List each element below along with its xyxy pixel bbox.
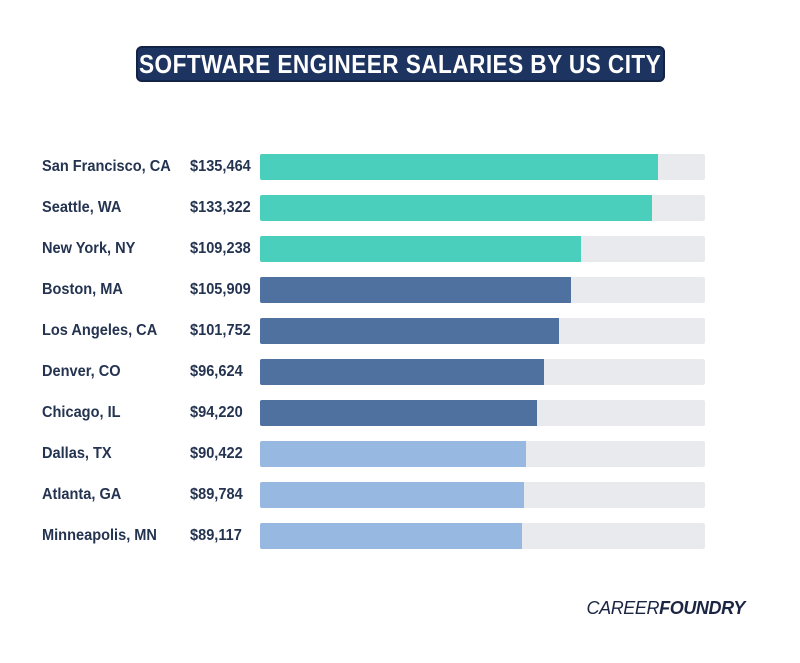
page-title: SOFTWARE ENGINEER SALARIES BY US CITY xyxy=(139,48,662,79)
salary-value-label: $135,464 xyxy=(190,158,251,175)
bar-track xyxy=(260,195,705,221)
salary-value-label: $90,422 xyxy=(190,445,243,462)
chart-row: Dallas, TX $90,422 xyxy=(0,441,800,467)
logo-text-foundry: FOUNDRY xyxy=(659,598,745,618)
bar-fill xyxy=(260,441,526,467)
chart-row: New York, NY $109,238 xyxy=(0,236,800,262)
bar-track xyxy=(260,318,705,344)
city-label: New York, NY xyxy=(42,240,136,257)
logo-text-career: CAREER xyxy=(586,598,660,618)
bar-fill xyxy=(260,400,537,426)
salary-value-label: $109,238 xyxy=(190,240,251,257)
chart-row: Denver, CO $96,624 xyxy=(0,359,800,385)
city-label: Boston, MA xyxy=(42,281,123,298)
city-label: Denver, CO xyxy=(42,363,121,380)
bar-track xyxy=(260,482,705,508)
chart-row: Seattle, WA $133,322 xyxy=(0,195,800,221)
salary-value-label: $89,784 xyxy=(190,486,243,503)
city-label: Atlanta, GA xyxy=(42,486,122,503)
bar-track xyxy=(260,400,705,426)
chart-row: San Francisco, CA $135,464 xyxy=(0,154,800,180)
chart-row: Minneapolis, MN $89,117 xyxy=(0,523,800,549)
bar-fill xyxy=(260,318,559,344)
bar-track xyxy=(260,277,705,303)
bar-fill xyxy=(260,195,652,221)
city-label: Dallas, TX xyxy=(42,445,112,462)
bar-track xyxy=(260,523,705,549)
city-label: San Francisco, CA xyxy=(42,158,171,175)
bar-fill xyxy=(260,154,658,180)
salary-value-label: $105,909 xyxy=(190,281,251,298)
bar-fill xyxy=(260,236,581,262)
chart-row: Atlanta, GA $89,784 xyxy=(0,482,800,508)
bar-track xyxy=(260,441,705,467)
bar-track xyxy=(260,236,705,262)
bar-track xyxy=(260,154,705,180)
title-banner: SOFTWARE ENGINEER SALARIES BY US CITY xyxy=(136,46,665,82)
chart-row: Boston, MA $105,909 xyxy=(0,277,800,303)
salary-value-label: $89,117 xyxy=(190,527,242,544)
bar-fill xyxy=(260,482,524,508)
salary-value-label: $96,624 xyxy=(190,363,243,380)
bar-track xyxy=(260,359,705,385)
city-label: Seattle, WA xyxy=(42,199,122,216)
city-label: Minneapolis, MN xyxy=(42,527,157,544)
chart-row: Los Angeles, CA $101,752 xyxy=(0,318,800,344)
city-label: Los Angeles, CA xyxy=(42,322,158,339)
bar-fill xyxy=(260,359,544,385)
city-label: Chicago, IL xyxy=(42,404,121,421)
salary-value-label: $101,752 xyxy=(190,322,251,339)
chart-row: Chicago, IL $94,220 xyxy=(0,400,800,426)
salary-value-label: $94,220 xyxy=(190,404,243,421)
salary-value-label: $133,322 xyxy=(190,199,251,216)
bar-fill xyxy=(260,277,572,303)
bar-fill xyxy=(260,523,522,549)
careerfoundry-logo: CAREERFOUNDRY xyxy=(587,598,746,619)
